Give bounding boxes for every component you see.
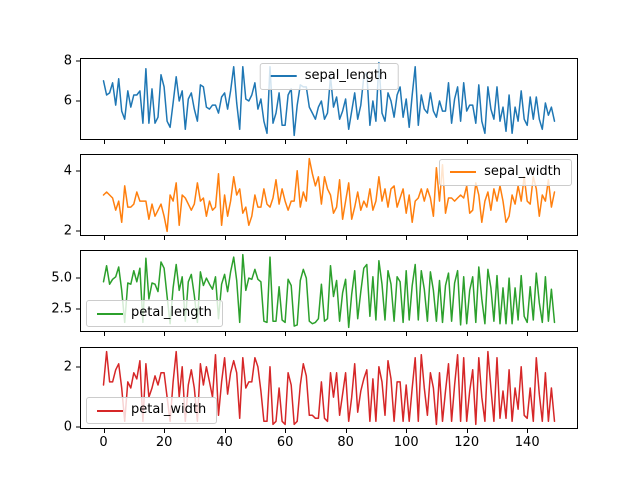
legend-label: sepal_width	[484, 164, 561, 179]
line-petal-length	[102, 253, 556, 329]
y-tick-label: 5.0	[51, 270, 72, 286]
line-sepal-length	[102, 61, 556, 137]
x-tick-mark	[466, 332, 468, 336]
x-tick-mark	[527, 140, 529, 144]
legend-line-sample-icon	[97, 409, 123, 412]
legend-label: sepal_length	[304, 68, 388, 83]
legend-sepal-width: sepal_width	[439, 159, 572, 186]
x-tick-mark	[345, 429, 347, 433]
plot-area-petal-length	[102, 253, 556, 329]
x-tick-label: 0	[99, 435, 108, 450]
x-tick-mark	[103, 236, 105, 240]
x-tick-mark	[164, 236, 166, 240]
x-tick-mark	[224, 140, 226, 144]
x-tick-label: 20	[155, 435, 173, 450]
x-tick-mark	[466, 429, 468, 433]
legend-label: petal_width	[131, 402, 207, 418]
x-tick-mark	[285, 332, 287, 336]
y-tick-label: 2.5	[51, 301, 72, 317]
x-tick-mark	[345, 332, 347, 336]
x-tick-label: 80	[337, 435, 354, 450]
x-tick-mark	[285, 429, 287, 433]
x-tick-mark	[527, 429, 529, 433]
legend-line-sample-icon	[450, 171, 477, 174]
x-tick-mark	[406, 332, 408, 336]
line-sepal-width	[102, 157, 556, 233]
x-tick-mark	[103, 140, 105, 144]
x-tick-mark	[285, 236, 287, 240]
y-tick-mark	[76, 170, 80, 172]
x-tick-label: 60	[276, 435, 294, 450]
x-tick-label: 40	[216, 435, 233, 450]
x-tick-mark	[406, 236, 408, 240]
legend-label: petal_length	[131, 305, 212, 321]
y-tick-label: 8	[63, 53, 72, 69]
x-tick-mark	[224, 429, 226, 433]
x-tick-mark	[103, 429, 105, 433]
subplot-petal-length: petal_length 2.5 5.0	[51, 250, 578, 336]
x-tick-mark	[285, 140, 287, 144]
legend-sepal-length: sepal_length	[259, 63, 399, 90]
x-tick-label: 140	[514, 435, 540, 450]
plot-area-sepal-length	[102, 61, 556, 137]
legend-line-sample-icon	[97, 312, 123, 315]
x-tick-mark	[164, 332, 166, 336]
y-tick-label: 4	[63, 163, 72, 179]
legend-petal-width: petal_width	[86, 397, 218, 424]
x-tick-mark	[224, 236, 226, 240]
x-tick-mark	[224, 332, 226, 336]
legend-petal-length: petal_length	[86, 300, 223, 327]
y-tick-mark	[76, 60, 80, 62]
x-tick-mark	[164, 140, 166, 144]
x-tick-mark	[345, 140, 347, 144]
subplot-sepal-length: sepal_length 6 8	[64, 54, 578, 144]
x-tick-mark	[103, 332, 105, 336]
plot-area-sepal-width	[102, 157, 556, 233]
x-tick-mark	[527, 236, 529, 240]
x-tick-mark	[164, 429, 166, 433]
subplot-petal-width: petal_width 0 2 0 20 40 60 80 100 120 140	[64, 347, 578, 449]
y-tick-mark	[76, 100, 80, 102]
y-tick-label: 2	[63, 223, 72, 239]
line-petal-width	[102, 350, 556, 426]
plot-area-petal-width	[102, 350, 556, 426]
y-tick-mark	[76, 277, 80, 279]
y-tick-label: 6	[63, 93, 72, 109]
y-tick-mark	[76, 308, 80, 310]
x-tick-mark	[466, 140, 468, 144]
y-tick-label: 0	[63, 419, 72, 435]
x-tick-mark	[345, 236, 347, 240]
x-tick-label: 100	[393, 435, 419, 450]
subplot-sepal-width: sepal_width 2 4	[64, 154, 578, 240]
x-tick-label: 120	[454, 435, 480, 450]
y-tick-mark	[76, 426, 80, 428]
y-tick-label: 2	[63, 359, 72, 375]
x-tick-mark	[406, 140, 408, 144]
y-tick-mark	[76, 366, 80, 368]
legend-line-sample-icon	[270, 75, 297, 78]
x-tick-mark	[527, 332, 529, 336]
y-tick-mark	[76, 230, 80, 232]
x-tick-mark	[466, 236, 468, 240]
x-tick-mark	[406, 429, 408, 433]
